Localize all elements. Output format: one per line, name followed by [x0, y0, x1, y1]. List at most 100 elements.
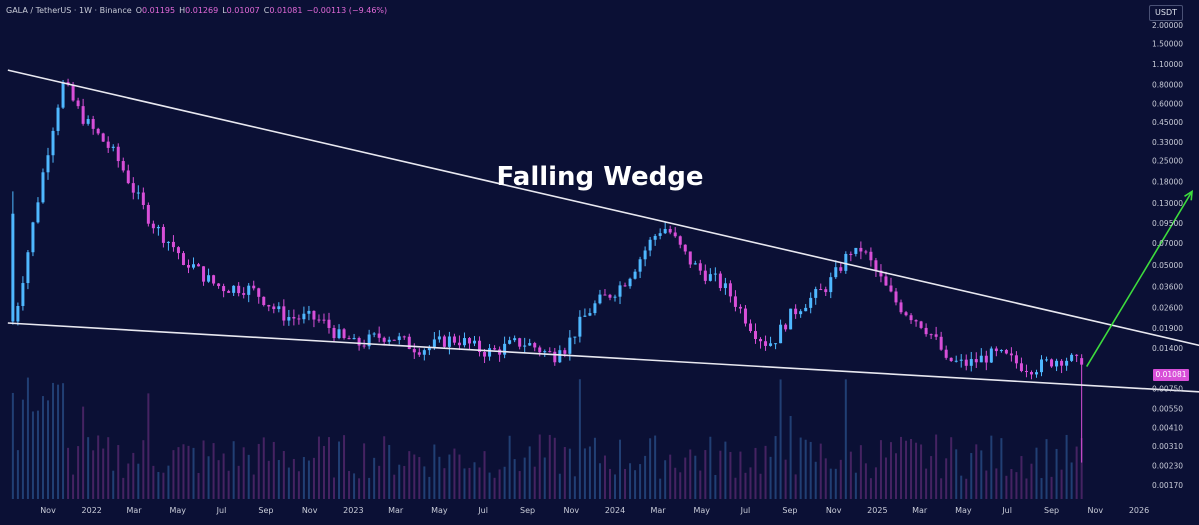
candle-body — [889, 285, 893, 292]
volume-bar — [789, 415, 792, 499]
volume-bar — [1005, 475, 1008, 499]
volume-bar — [1080, 438, 1083, 499]
trendlines — [7, 69, 1199, 393]
volume-bar — [679, 472, 682, 499]
volume-bar — [995, 468, 998, 499]
y-tick-label: 0.09500 — [1152, 219, 1183, 228]
volume-bar — [950, 437, 953, 499]
candle-body — [754, 331, 758, 340]
candle-body — [101, 133, 105, 142]
volume-bar — [674, 467, 677, 499]
volume-bar — [493, 477, 496, 499]
y-tick-label: 0.00550 — [1152, 405, 1183, 414]
candle-body — [523, 345, 527, 347]
high-label: H — [179, 6, 186, 15]
candle-body — [558, 350, 562, 363]
volume-bar — [553, 437, 556, 499]
candle-body — [899, 302, 903, 313]
candle-body — [814, 289, 818, 298]
candle-body — [894, 291, 898, 303]
y-tick-label: 0.07000 — [1152, 239, 1183, 248]
candle-body — [161, 226, 165, 243]
volume-bar — [985, 470, 988, 499]
volume-bar — [1000, 438, 1003, 499]
candle-body — [347, 338, 351, 340]
volume-bar — [1035, 447, 1038, 499]
volume-bar — [1070, 462, 1073, 499]
candle-body — [287, 317, 291, 321]
candle-body — [447, 336, 451, 347]
candle-body — [1040, 359, 1044, 373]
volume-bar — [905, 440, 908, 499]
candle-body — [307, 310, 311, 314]
candle-body — [593, 303, 597, 314]
volume-bar — [884, 457, 887, 499]
candle-body — [392, 339, 396, 341]
volume-bar — [970, 453, 973, 499]
volume-bar — [578, 379, 581, 499]
x-tick-label: 2024 — [605, 506, 625, 515]
y-tick-label: 0.33000 — [1152, 138, 1183, 147]
candle-body — [623, 285, 627, 287]
volume-bar — [614, 474, 617, 499]
symbol-name[interactable]: GALA / TetherUS · 1W · Binance — [6, 6, 132, 15]
volume-bar — [117, 445, 120, 499]
volume-bar — [157, 471, 160, 499]
y-tick-label: 0.25000 — [1152, 156, 1183, 165]
volume-bar — [543, 457, 546, 499]
volume-bar — [598, 463, 601, 499]
candle-body — [678, 236, 682, 245]
candle-body — [432, 339, 436, 347]
candle-body — [352, 337, 356, 340]
volume-bar — [1075, 446, 1078, 499]
volume-bar — [739, 451, 742, 499]
candle-body — [909, 315, 913, 321]
volume-bar — [327, 437, 330, 499]
candle-body — [779, 324, 783, 344]
volume-bar — [483, 451, 486, 499]
x-tick-label: 2025 — [867, 506, 887, 515]
volume-bar — [227, 470, 230, 499]
projection-arrow[interactable] — [1085, 190, 1193, 367]
x-tick-label: Mar — [912, 506, 928, 515]
lower-trendline[interactable] — [7, 322, 1199, 393]
volume-bar — [889, 442, 892, 499]
candle-body — [367, 334, 371, 347]
candle-body — [748, 323, 752, 332]
candle-body — [478, 340, 482, 352]
volume-bar — [408, 451, 411, 499]
volume-bar — [659, 478, 662, 499]
candle-body — [964, 359, 968, 366]
volume-bar — [955, 449, 958, 499]
candle-body — [809, 297, 813, 308]
currency-badge[interactable]: USDT — [1149, 5, 1183, 21]
candle-body — [493, 348, 497, 350]
candle-body — [272, 306, 276, 310]
volume-bar — [1045, 439, 1048, 499]
candle-body — [1045, 359, 1049, 361]
close-label: C — [263, 6, 270, 15]
volume-bar — [975, 444, 978, 499]
upper-trendline[interactable] — [7, 69, 1199, 347]
volume-bar — [864, 463, 867, 499]
volume-bar — [112, 470, 115, 499]
volume-bar — [252, 474, 255, 499]
candle-body — [979, 355, 983, 363]
candle-body — [417, 352, 421, 355]
volume-bar — [719, 450, 722, 499]
volume-bar — [62, 383, 65, 499]
volume-bar — [874, 467, 877, 499]
volume-bar — [167, 465, 170, 499]
volume-bar — [413, 454, 416, 499]
candle-body — [197, 264, 201, 267]
candle-body — [784, 324, 788, 330]
candle-body — [533, 343, 537, 348]
volume-bar — [448, 454, 451, 499]
candle-body — [989, 348, 993, 363]
chart-title: Falling Wedge — [497, 162, 704, 192]
open-label: O — [135, 6, 142, 15]
volume-bar — [1055, 448, 1058, 499]
volume-bar — [538, 434, 541, 499]
